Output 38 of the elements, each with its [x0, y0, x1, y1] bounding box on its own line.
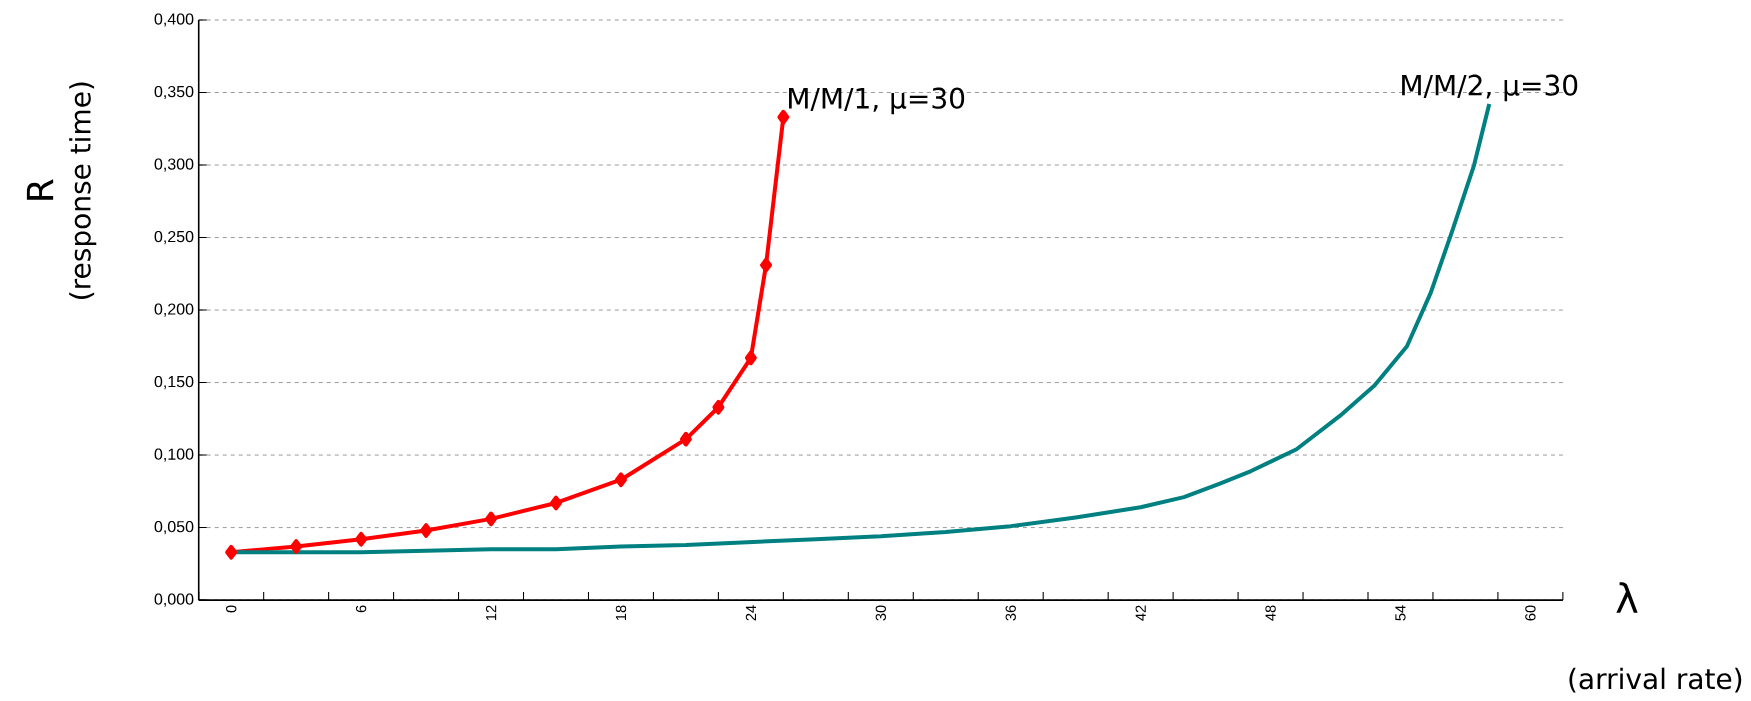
text: (arrival rate)	[1569, 667, 1742, 693]
x-tick-label: 54	[1395, 605, 1406, 621]
point	[679, 431, 692, 447]
x-tick-label: 48	[1265, 605, 1276, 621]
y-axis-title: R	[26, 178, 54, 200]
point	[760, 257, 773, 273]
x-tick-label: 0	[226, 605, 237, 613]
point	[225, 544, 238, 560]
point	[550, 495, 562, 511]
x-tick-label: 42	[1135, 605, 1146, 621]
point	[485, 511, 498, 526]
point	[290, 538, 303, 554]
point	[614, 472, 627, 487]
y-tick-label: 0,400	[154, 13, 194, 27]
y-tick-label: 0,200	[154, 303, 194, 317]
series-label: M/M/2, μ=30	[1402, 74, 1578, 101]
x-axis-title: λ	[1616, 582, 1638, 613]
x-tick-label: 6	[355, 605, 367, 612]
x-tick-label: 60	[1525, 605, 1536, 621]
point	[744, 350, 757, 366]
point	[712, 399, 725, 415]
y-tick-label: 0,100	[154, 448, 194, 462]
x-tick-label: 36	[1005, 605, 1016, 621]
x-tick-label: 18	[615, 605, 627, 620]
x-tick-label: 30	[875, 605, 886, 621]
y-tick-label: 0,300	[154, 158, 194, 172]
x-tick-label: 24	[745, 605, 756, 621]
text: (response time)	[69, 82, 97, 299]
y-tick-label: 0,250	[154, 230, 194, 244]
series-label: M/M/1, μ=30	[789, 87, 965, 115]
y-tick-label: 0,050	[154, 520, 194, 534]
x-tick-label: 12	[485, 605, 497, 620]
y-tick-label: 0,000	[154, 593, 194, 607]
point	[355, 531, 368, 547]
point	[420, 522, 433, 538]
point	[777, 109, 790, 125]
y-tick-label: 0,150	[154, 375, 194, 389]
y-tick-label: 0,350	[154, 85, 194, 99]
